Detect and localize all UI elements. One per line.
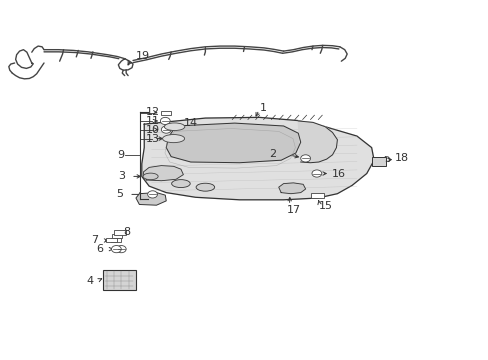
Bar <box>111 238 121 242</box>
Ellipse shape <box>196 183 214 191</box>
Polygon shape <box>166 123 300 163</box>
Text: 7: 7 <box>90 235 98 246</box>
Polygon shape <box>298 121 337 163</box>
Bar <box>102 270 136 290</box>
Bar <box>112 234 122 238</box>
Bar <box>105 238 117 243</box>
Ellipse shape <box>143 173 158 180</box>
Text: 12: 12 <box>145 107 160 117</box>
Text: 3: 3 <box>118 171 124 181</box>
Circle shape <box>160 117 170 125</box>
Text: 14: 14 <box>183 118 197 128</box>
Text: 17: 17 <box>286 204 301 215</box>
Text: 11: 11 <box>145 116 160 126</box>
Polygon shape <box>142 117 373 200</box>
Text: 2: 2 <box>268 149 275 159</box>
Ellipse shape <box>164 123 184 131</box>
Circle shape <box>116 246 126 253</box>
Polygon shape <box>136 193 166 205</box>
Text: 10: 10 <box>145 125 160 135</box>
Bar <box>371 157 386 166</box>
Bar <box>311 193 324 198</box>
Bar <box>161 111 171 115</box>
Circle shape <box>111 246 121 253</box>
Ellipse shape <box>171 180 190 188</box>
Text: 18: 18 <box>394 153 408 163</box>
Circle shape <box>311 170 321 177</box>
Text: 8: 8 <box>123 227 130 237</box>
Text: 15: 15 <box>318 201 332 211</box>
Ellipse shape <box>162 135 184 143</box>
Text: 16: 16 <box>331 168 345 179</box>
Text: 6: 6 <box>97 244 103 254</box>
Text: 4: 4 <box>86 276 94 286</box>
Text: 1: 1 <box>260 103 266 113</box>
Bar <box>114 230 125 235</box>
Text: 13: 13 <box>145 134 160 144</box>
Text: 9: 9 <box>117 150 124 160</box>
Circle shape <box>300 155 310 162</box>
Polygon shape <box>143 166 183 181</box>
Text: 5: 5 <box>116 189 123 199</box>
Text: 19: 19 <box>136 51 150 61</box>
Circle shape <box>147 191 157 198</box>
Circle shape <box>161 126 171 133</box>
Polygon shape <box>278 183 305 194</box>
